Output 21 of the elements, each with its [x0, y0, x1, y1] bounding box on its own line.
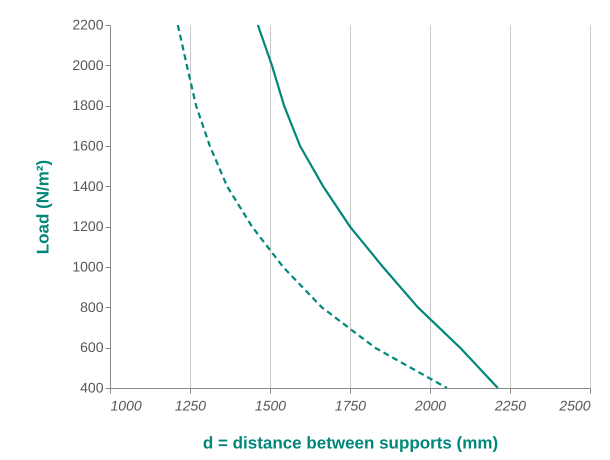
x-axis-title: d = distance between supports (mm): [202, 434, 498, 452]
x-tick-label: 1250: [174, 398, 206, 414]
y-tick-label: 1400: [72, 178, 104, 194]
y-axis-title: Load (N/m²): [33, 160, 52, 254]
x-tick-label: 1000: [110, 398, 142, 414]
y-tick-label: 1800: [72, 97, 104, 114]
x-tick-label: 2500: [558, 398, 591, 414]
x-tick-label: 1500: [254, 398, 286, 414]
y-tick-label: 1000: [72, 258, 104, 274]
line-series: [256, 25, 499, 388]
y-tick-label: 600: [80, 339, 104, 356]
line-series: [176, 25, 448, 388]
y-tick-label: 400: [80, 380, 104, 396]
y-tick-label: 2200: [72, 16, 104, 32]
y-tick-label: 1200: [72, 218, 104, 234]
x-tick-label: 1750: [334, 398, 366, 414]
y-tick-label: 1600: [72, 138, 104, 154]
x-tick-label: 2250: [494, 398, 526, 414]
y-tick-label: 800: [80, 298, 104, 315]
y-tick-label: 2000: [72, 56, 104, 73]
x-tick-label: 2000: [414, 398, 446, 414]
